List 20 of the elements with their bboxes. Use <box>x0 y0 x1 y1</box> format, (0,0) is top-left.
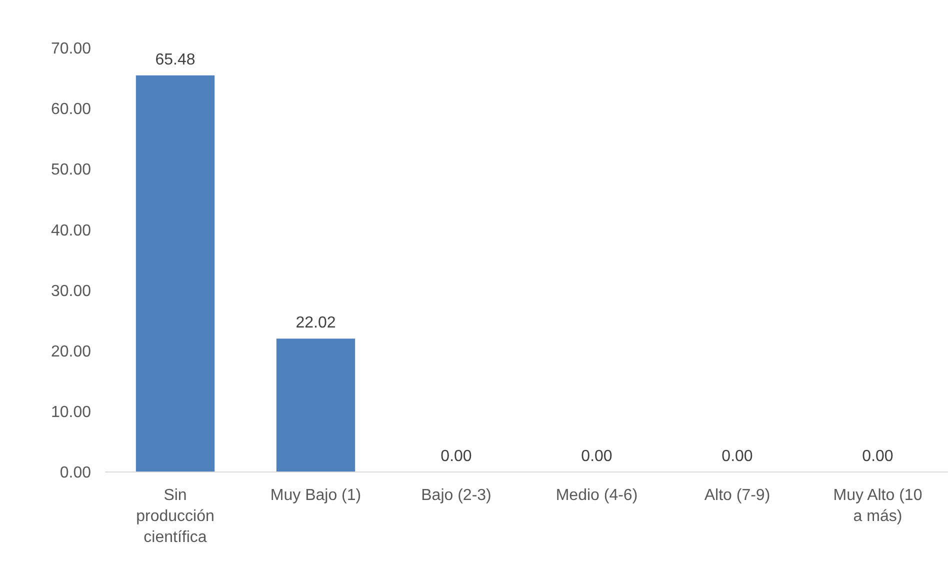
y-tick-label: 20.00 <box>50 343 92 360</box>
x-tick-label: Muy Bajo (1) <box>270 487 362 504</box>
y-tick-label: 50.00 <box>50 162 92 179</box>
y-tick-label: 10.00 <box>50 404 92 422</box>
data-label: 0.00 <box>581 448 612 465</box>
y-tick-label: 70.00 <box>50 40 92 58</box>
y-tick-label: 30.00 <box>50 282 92 300</box>
y-tick-label: 0.00 <box>60 464 92 482</box>
y-tick-label: 40.00 <box>50 222 92 240</box>
y-tick-label: 60.00 <box>50 101 92 118</box>
data-label: 0.00 <box>722 448 753 465</box>
x-tick-label: Sin producción científica <box>136 487 214 546</box>
x-tick-label: Medio (4-6) <box>556 487 638 504</box>
data-label: 65.48 <box>155 51 196 68</box>
x-tick-label: Muy Alto (10 a más) <box>833 487 922 525</box>
data-label: 0.00 <box>440 448 472 465</box>
data-label: 0.00 <box>862 448 894 465</box>
data-label: 22.02 <box>296 314 336 332</box>
x-tick-label: Alto (7-9) <box>704 487 770 504</box>
x-tick-label: Bajo (2-3) <box>421 487 492 504</box>
